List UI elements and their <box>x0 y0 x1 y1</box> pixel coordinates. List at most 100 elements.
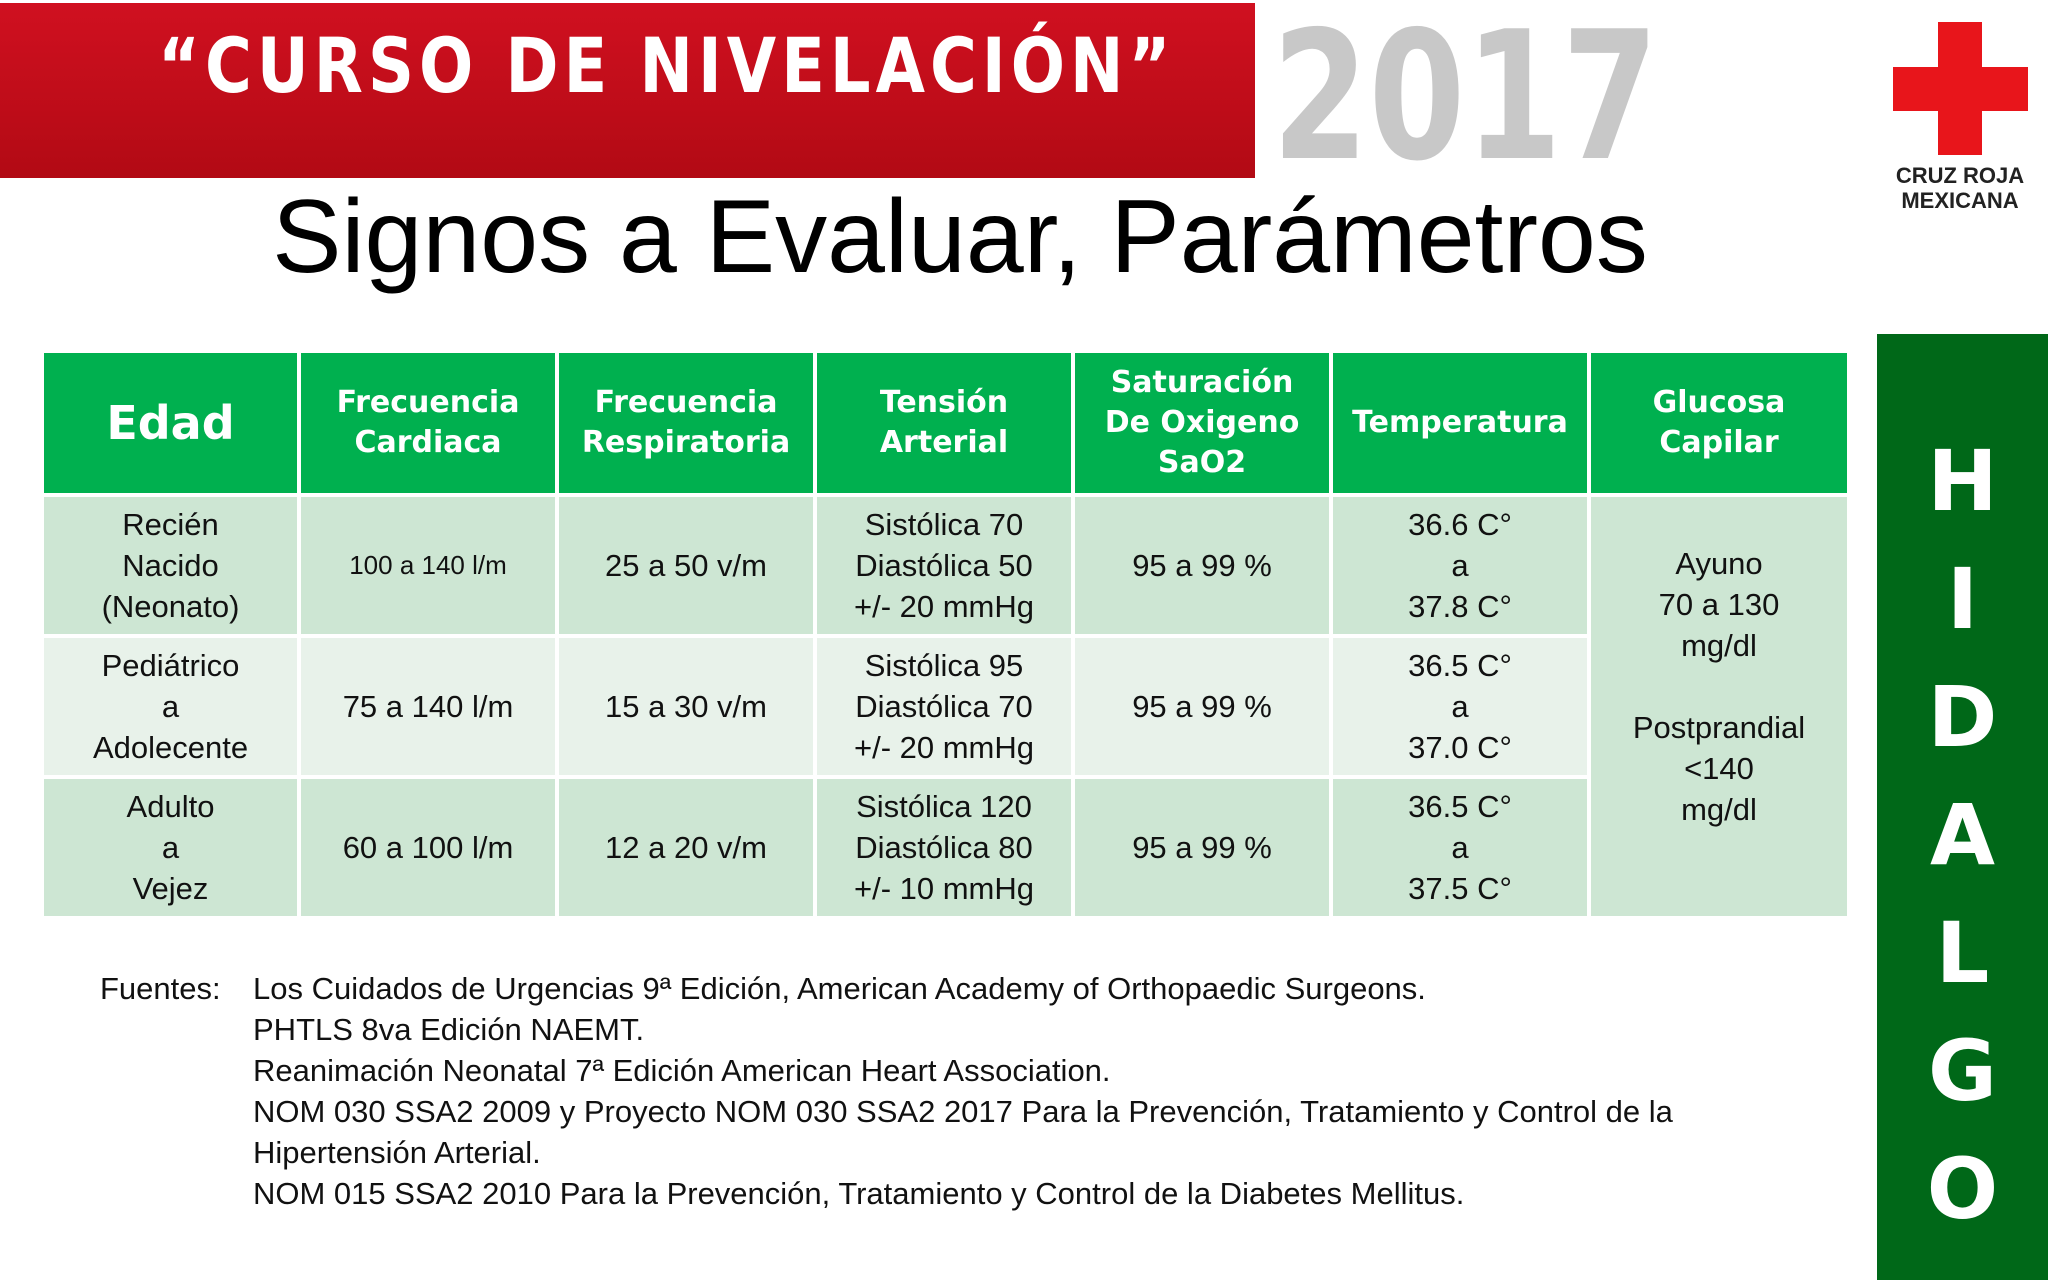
cell-line: a <box>1451 830 1469 865</box>
header-line: Temperatura <box>1352 405 1568 440</box>
cell-line: 36.5 C° <box>1408 648 1512 683</box>
state-letter: I <box>1946 550 1979 648</box>
source-text: Reanimación Neonatal 7ª Edición American… <box>253 1053 1111 1088</box>
sources-block: Fuentes: Los Cuidados de Urgencias 9ª Ed… <box>100 968 1860 1214</box>
cell-line: Adulto <box>126 789 215 824</box>
cell-edad: Adulto a Vejez <box>40 775 301 920</box>
cell-line: <140 <box>1684 750 1754 786</box>
cell-frecuencia-respiratoria: 25 a 50 v/m <box>555 493 817 638</box>
cell-temperatura: 36.5 C° a 37.0 C° <box>1329 634 1591 779</box>
cell-line: +/- 20 mmHg <box>853 730 1035 765</box>
state-letter: G <box>1928 1022 1997 1120</box>
course-banner: “CURSO DE NIVELACIÓN” <box>0 3 1255 178</box>
cell-tension-arterial: Sistólica 120 Diastólica 80 +/- 10 mmHg <box>813 775 1075 920</box>
organization-logo-text: CRUZ ROJA MEXICANA <box>1880 163 2040 213</box>
table-header-row: Edad Frecuencia Cardiaca Frecuencia Resp… <box>40 349 1851 497</box>
cell-line: Adolecente <box>92 730 249 765</box>
state-letter: D <box>1927 668 1998 766</box>
cell-line: a <box>1451 548 1469 583</box>
cell-frecuencia-cardiaca: 60 a 100 l/m <box>297 775 559 920</box>
header-line: Saturación <box>1110 365 1294 400</box>
table-row: Recién Nacido (Neonato) 100 a 140 l/m 25… <box>40 493 1851 920</box>
header-line: Respiratoria <box>581 425 791 460</box>
header-frecuencia-cardiaca: Frecuencia Cardiaca <box>297 349 559 497</box>
header-line: Cardiaca <box>354 425 502 460</box>
cell-line: 37.0 C° <box>1408 730 1512 765</box>
header-line: Arterial <box>879 425 1009 460</box>
cell-frecuencia-cardiaca: 100 a 140 l/m <box>297 493 559 638</box>
header-line: Glucosa <box>1652 385 1786 420</box>
cell-line: 36.5 C° <box>1408 789 1512 824</box>
source-line: Reanimación Neonatal 7ª Edición American… <box>100 1050 1860 1091</box>
course-year: 2017 <box>1272 0 1659 200</box>
cell-line: +/- 20 mmHg <box>853 589 1035 624</box>
cell-spacer <box>1591 830 1847 871</box>
state-letter: A <box>1929 786 1995 884</box>
cell-glucosa-capilar: Ayuno 70 a 130 mg/dl Postprandial <140 m… <box>1587 493 1851 920</box>
cell-line: Diastólica 70 <box>855 689 1033 724</box>
cell-line: a <box>1451 689 1469 724</box>
cell-saturacion: 95 a 99 % <box>1071 775 1333 920</box>
cell-tension-arterial: Sistólica 95 Diastólica 70 +/- 20 mmHg <box>813 634 1075 779</box>
source-line: NOM 030 SSA2 2009 y Proyecto NOM 030 SSA… <box>100 1091 1860 1132</box>
state-letter: H <box>1927 432 1998 530</box>
source-line: Hipertensión Arterial. <box>100 1132 1860 1173</box>
header-line: Edad <box>106 396 235 450</box>
cell-line: mg/dl <box>1681 791 1757 827</box>
header-line: De Oxigeno <box>1104 405 1300 440</box>
cell-frecuencia-respiratoria: 12 a 20 v/m <box>555 775 817 920</box>
cell-temperatura: 36.6 C° a 37.8 C° <box>1329 493 1591 638</box>
cell-line: (Neonato) <box>101 589 240 624</box>
source-line: Fuentes: Los Cuidados de Urgencias 9ª Ed… <box>100 968 1860 1009</box>
page-title: Signos a Evaluar, Parámetros <box>272 179 1648 295</box>
cell-line: Sistólica 95 <box>864 648 1024 683</box>
red-cross-icon <box>1893 22 2028 155</box>
cell-saturacion: 95 a 99 % <box>1071 634 1333 779</box>
red-cross-horizontal-bar <box>1893 67 2028 111</box>
header-line: Tensión <box>879 385 1009 420</box>
cell-tension-arterial: Sistólica 70 Diastólica 50 +/- 20 mmHg <box>813 493 1075 638</box>
cell-temperatura: 36.5 C° a 37.5 C° <box>1329 775 1591 920</box>
source-text: Hipertensión Arterial. <box>253 1135 541 1170</box>
organization-logo-line-2: MEXICANA <box>1901 188 2019 213</box>
cell-line: Nacido <box>122 548 219 583</box>
cell-line: 37.8 C° <box>1408 589 1512 624</box>
table-row: Pediátrico a Adolecente 75 a 140 l/m 15 … <box>40 634 1849 779</box>
cell-line: Sistólica 70 <box>864 507 1024 542</box>
cell-line: Sistólica 120 <box>856 789 1032 824</box>
header-line: Capilar <box>1659 425 1779 460</box>
cell-line: 36.6 C° <box>1408 507 1512 542</box>
cell-line: +/- 10 mmHg <box>853 871 1035 906</box>
cell-frecuencia-cardiaca: 75 a 140 l/m <box>297 634 559 779</box>
header-edad: Edad <box>40 349 301 497</box>
cell-edad: Pediátrico a Adolecente <box>40 634 301 779</box>
sources-label: Fuentes: <box>100 971 221 1006</box>
cell-line: Diastólica 50 <box>855 548 1033 583</box>
state-letter: O <box>1926 1140 1999 1238</box>
cell-saturacion: 95 a 99 % <box>1071 493 1333 638</box>
header-temperatura: Temperatura <box>1329 349 1591 497</box>
source-text: NOM 030 SSA2 2009 y Proyecto NOM 030 SSA… <box>253 1094 1673 1129</box>
header-line: Frecuencia <box>594 385 778 420</box>
source-text: PHTLS 8va Edición NAEMT. <box>253 1012 645 1047</box>
cell-line: a <box>161 830 180 865</box>
course-banner-title: “CURSO DE NIVELACIÓN” <box>158 21 1176 110</box>
state-name-vertical: H I D A L G O <box>1877 422 2048 1248</box>
source-line: NOM 015 SSA2 2010 Para la Prevención, Tr… <box>100 1173 1860 1214</box>
source-text: Los Cuidados de Urgencias 9ª Edición, Am… <box>253 971 1426 1006</box>
organization-logo-line-1: CRUZ ROJA <box>1895 163 2025 188</box>
source-text: NOM 015 SSA2 2010 Para la Prevención, Tr… <box>253 1176 1465 1211</box>
state-letter: L <box>1935 904 1990 1002</box>
cell-spacer <box>1591 666 1847 707</box>
cell-frecuencia-respiratoria: 15 a 30 v/m <box>555 634 817 779</box>
cell-edad: Recién Nacido (Neonato) <box>40 493 301 638</box>
table-row: Adulto a Vejez 60 a 100 l/m 12 a 20 v/m … <box>40 775 1849 920</box>
header-line: Frecuencia <box>336 385 520 420</box>
header-frecuencia-respiratoria: Frecuencia Respiratoria <box>555 349 817 497</box>
state-side-band: H I D A L G O <box>1877 334 2048 1280</box>
header-glucosa-capilar: Glucosa Capilar <box>1587 349 1851 497</box>
header-saturacion-oxigeno: Saturación De Oxigeno SaO2 <box>1071 349 1333 497</box>
cell-line: Vejez <box>132 871 209 906</box>
cell-line: 37.5 C° <box>1408 871 1512 906</box>
header-line: SaO2 <box>1157 445 1247 480</box>
